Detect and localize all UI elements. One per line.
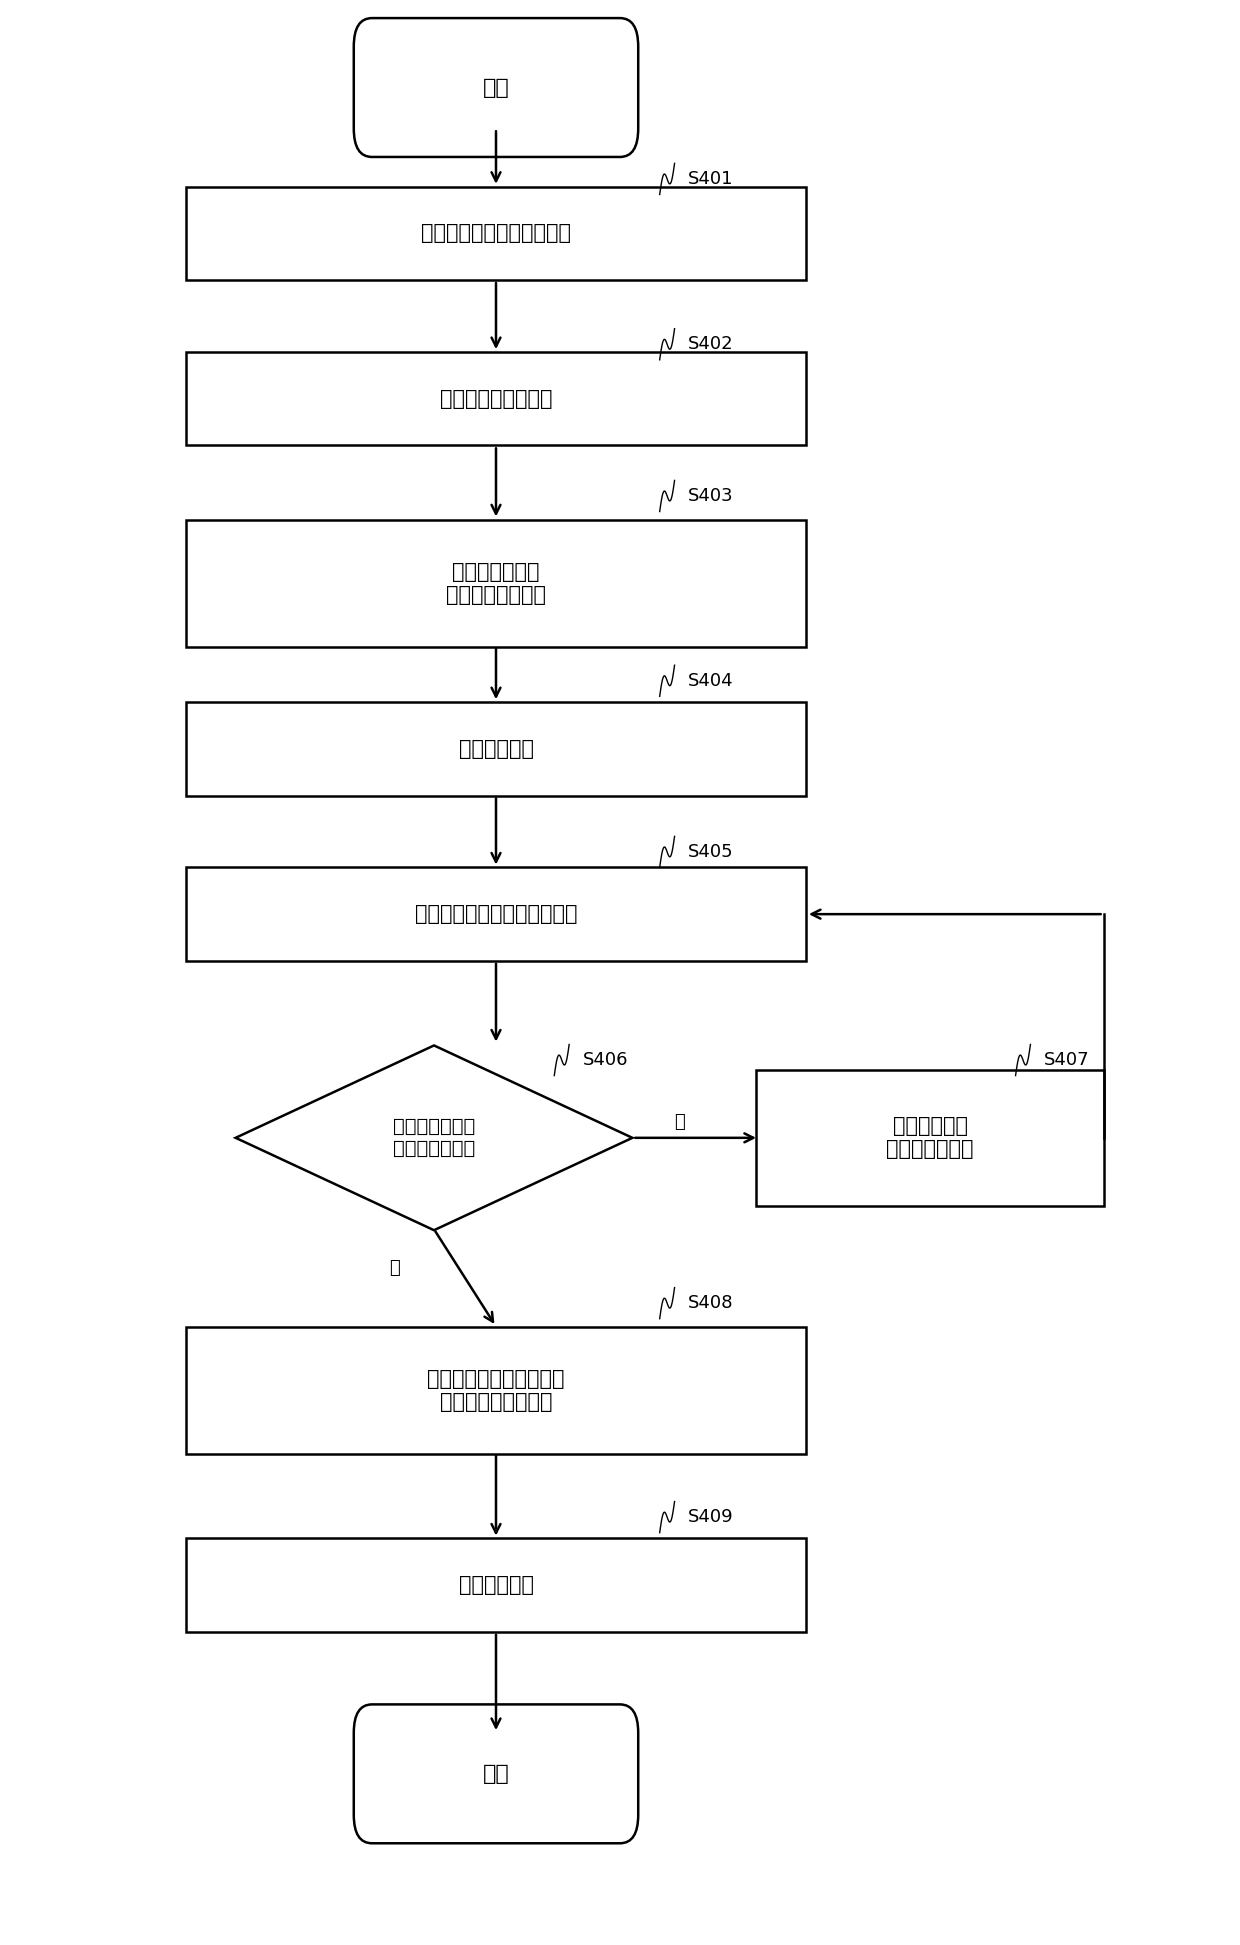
FancyBboxPatch shape	[353, 18, 639, 158]
Text: 将计算装置切换至公式模式: 将计算装置切换至公式模式	[422, 224, 570, 243]
Text: S402: S402	[688, 335, 734, 354]
Text: 根据运送公式及输入数值
以计算出一运算结果: 根据运送公式及输入数值 以计算出一运算结果	[428, 1369, 564, 1412]
Text: 接收选择图形的信息: 接收选择图形的信息	[440, 389, 552, 408]
Bar	[186, 1328, 806, 1455]
Bar	[756, 1070, 1104, 1206]
Text: S401: S401	[688, 169, 734, 189]
Text: 否: 否	[675, 1113, 684, 1132]
Text: S407: S407	[1044, 1050, 1090, 1070]
Bar	[186, 1538, 806, 1632]
Text: S403: S403	[688, 486, 734, 506]
Bar	[186, 867, 806, 961]
Text: 运送公式的参数
是否皆已输入？: 运送公式的参数 是否皆已输入？	[393, 1116, 475, 1159]
Text: 是: 是	[389, 1258, 399, 1278]
Bar	[186, 352, 806, 445]
Bar	[186, 521, 806, 648]
Bar	[186, 702, 806, 796]
Text: 显示运送结果: 显示运送结果	[459, 1575, 533, 1595]
Text: S409: S409	[688, 1507, 734, 1527]
Polygon shape	[236, 1046, 632, 1231]
Text: S408: S408	[688, 1293, 734, 1313]
FancyBboxPatch shape	[353, 1704, 639, 1844]
Text: 结束: 结束	[482, 1764, 510, 1784]
Text: S405: S405	[688, 842, 734, 862]
Text: 开始: 开始	[482, 78, 510, 97]
Text: 根据选定图形以
读取对应运算公式: 根据选定图形以 读取对应运算公式	[446, 562, 546, 605]
Text: 接收对应于参数值的输入信号: 接收对应于参数值的输入信号	[414, 904, 578, 924]
Bar	[186, 187, 806, 280]
Text: 显示运算公式: 显示运算公式	[459, 739, 533, 759]
Text: S406: S406	[583, 1050, 629, 1070]
Text: S404: S404	[688, 671, 734, 690]
Text: 搜寻下一个未
输入数值的参数: 搜寻下一个未 输入数值的参数	[887, 1116, 973, 1159]
